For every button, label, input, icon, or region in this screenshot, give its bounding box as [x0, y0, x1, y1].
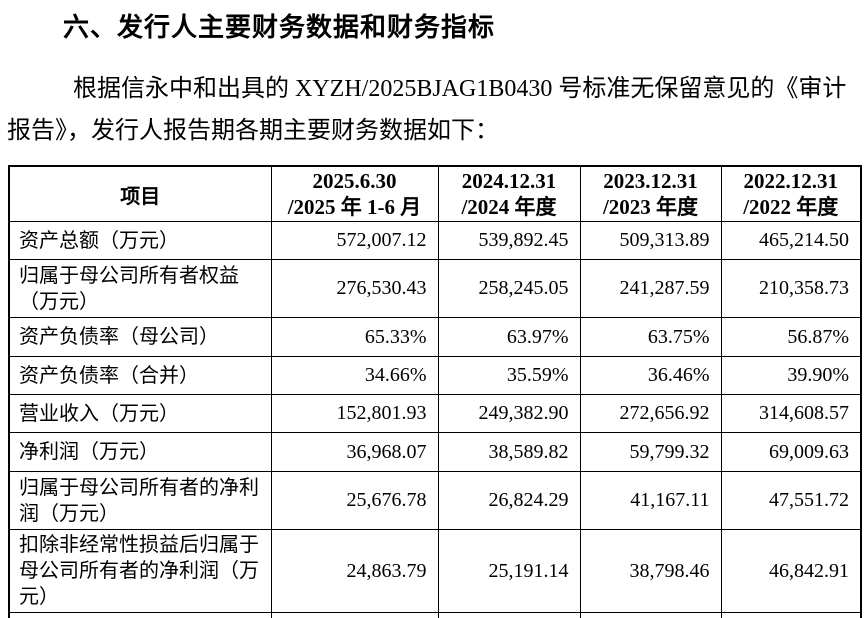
cell-value: 36,968.07: [270, 432, 439, 472]
table-row-clipped: [8, 612, 862, 618]
period-date: 2022.12.31: [743, 169, 839, 193]
cell-value: 63.75%: [579, 317, 722, 357]
intro-paragraph-line2: 报告》，发行人报告期各期主要财务数据如下：: [7, 118, 499, 144]
row-label: 扣除非经常性损益后归属于母公司所有者的净利润（万元）: [8, 529, 272, 613]
row-label: 归属于母公司所有者的净利润（万元）: [8, 471, 272, 530]
row-label: 资产负债率（合并）: [8, 356, 272, 395]
cell-value: 41,167.11: [579, 471, 722, 530]
cell-value: 210,358.73: [720, 259, 862, 318]
period-range: /2025 年 1-6 月: [287, 195, 422, 219]
table-row-parent-net-profit: 归属于母公司所有者的净利润（万元） 25,676.78 26,824.29 41…: [8, 471, 862, 530]
cell-value-empty: [720, 612, 862, 618]
cell-value: 276,530.43: [270, 259, 439, 318]
cell-value: 258,245.05: [437, 259, 581, 318]
cell-value: 539,892.45: [437, 221, 581, 260]
table-header-row: 项目 2025.6.30 /2025 年 1-6 月 2024.12.31 /2…: [8, 165, 862, 222]
cell-value: 59,799.32: [579, 432, 722, 472]
cell-value: 47,551.72: [720, 471, 862, 530]
row-label-empty: [8, 612, 272, 618]
cell-value-empty: [437, 612, 581, 618]
row-label: 净利润（万元）: [8, 432, 272, 472]
cell-value: 39.90%: [720, 356, 862, 395]
period-date: 2023.12.31: [603, 169, 698, 193]
header-cell-period-2025: 2025.6.30 /2025 年 1-6 月: [270, 165, 439, 222]
row-label: 归属于母公司所有者权益（万元）: [8, 259, 272, 318]
header-cell-period-2023: 2023.12.31 /2023 年度: [579, 165, 722, 222]
period-range: /2022 年度: [743, 195, 839, 219]
header-cell-period-2024: 2024.12.31 /2024 年度: [437, 165, 581, 222]
cell-value: 272,656.92: [579, 394, 722, 433]
cell-value: 38,798.46: [579, 529, 722, 613]
period-date: 2025.6.30: [312, 169, 397, 193]
page-title: 六、发行人主要财务数据和财务指标: [63, 12, 496, 42]
cell-value: 35.59%: [437, 356, 581, 395]
cell-value: 38,589.82: [437, 432, 581, 472]
table-row-debt-ratio-parent: 资产负债率（母公司） 65.33% 63.97% 63.75% 56.87%: [8, 317, 862, 357]
table-row-deducted-net-profit: 扣除非经常性损益后归属于母公司所有者的净利润（万元） 24,863.79 25,…: [8, 529, 862, 613]
cell-value: 314,608.57: [720, 394, 862, 433]
cell-value: 34.66%: [270, 356, 439, 395]
cell-value: 25,676.78: [270, 471, 439, 530]
table-row-net-profit: 净利润（万元） 36,968.07 38,589.82 59,799.32 69…: [8, 432, 862, 472]
cell-value: 249,382.90: [437, 394, 581, 433]
period-date: 2024.12.31: [461, 169, 557, 193]
row-label: 资产负债率（母公司）: [8, 317, 272, 357]
cell-value-empty: [270, 612, 439, 618]
cell-value: 572,007.12: [270, 221, 439, 260]
cell-value: 25,191.14: [437, 529, 581, 613]
cell-value: 46,842.91: [720, 529, 862, 613]
cell-value: 509,313.89: [579, 221, 722, 260]
row-label: 资产总额（万元）: [8, 221, 272, 260]
cell-value-empty: [579, 612, 722, 618]
cell-value: 69,009.63: [720, 432, 862, 472]
cell-value: 56.87%: [720, 317, 862, 357]
cell-value: 36.46%: [579, 356, 722, 395]
intro-paragraph: 根据信永中和出具的 XYZH/2025BJAG1B0430 号标准无保留意见的《…: [7, 68, 847, 152]
period-range: /2023 年度: [602, 195, 699, 219]
row-label: 营业收入（万元）: [8, 394, 272, 433]
cell-value: 65.33%: [270, 317, 439, 357]
cell-value: 24,863.79: [270, 529, 439, 613]
cell-value: 152,801.93: [270, 394, 439, 433]
cell-value: 63.97%: [437, 317, 581, 357]
cell-value: 26,824.29: [437, 471, 581, 530]
table-row-debt-ratio-consolidated: 资产负债率（合并） 34.66% 35.59% 36.46% 39.90%: [8, 356, 862, 395]
header-cell-period-2022: 2022.12.31 /2022 年度: [720, 165, 862, 222]
financial-data-table: 项目 2025.6.30 /2025 年 1-6 月 2024.12.31 /2…: [8, 165, 862, 618]
cell-value: 465,214.50: [720, 221, 862, 260]
cell-value: 241,287.59: [579, 259, 722, 318]
intro-paragraph-line1: 根据信永中和出具的 XYZH/2025BJAG1B0430 号标准无保留意见的《…: [73, 76, 847, 102]
table-row-parent-equity: 归属于母公司所有者权益（万元） 276,530.43 258,245.05 24…: [8, 259, 862, 318]
table-row-operating-revenue: 营业收入（万元） 152,801.93 249,382.90 272,656.9…: [8, 394, 862, 433]
header-cell-item: 项目: [8, 165, 272, 222]
table-row-total-assets: 资产总额（万元） 572,007.12 539,892.45 509,313.8…: [8, 221, 862, 260]
period-range: /2024 年度: [461, 195, 557, 219]
